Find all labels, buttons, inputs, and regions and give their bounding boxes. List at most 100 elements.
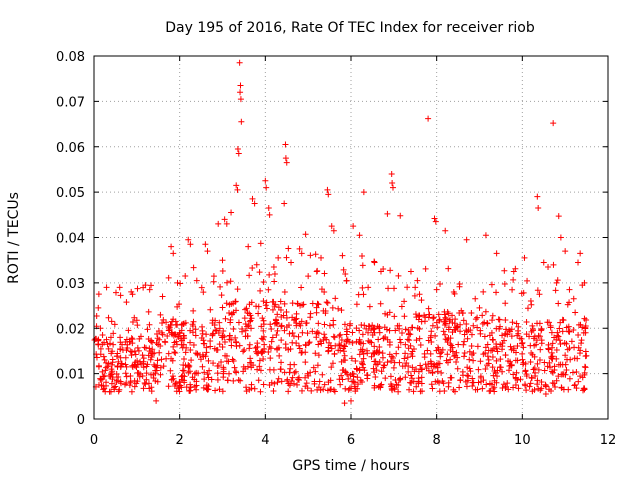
data-point [147, 356, 154, 363]
data-point [187, 381, 194, 388]
data-point [296, 245, 303, 252]
data-point [464, 372, 471, 379]
data-point [468, 309, 475, 316]
data-point [103, 284, 110, 291]
data-point [172, 350, 179, 356]
data-point [313, 268, 320, 275]
data-point [255, 377, 262, 384]
data-point [189, 329, 196, 336]
data-point [285, 380, 292, 387]
data-point [422, 265, 429, 272]
data-point [277, 366, 284, 373]
data-point [306, 339, 313, 346]
data-point [129, 318, 136, 325]
data-point [553, 347, 560, 354]
data-point [335, 305, 342, 312]
data-point [298, 387, 305, 394]
data-point [401, 298, 408, 305]
data-point [128, 388, 135, 395]
data-point [546, 319, 553, 326]
data-point [266, 382, 273, 389]
data-point [520, 359, 527, 366]
data-point [504, 331, 511, 338]
data-point [195, 370, 202, 377]
data-point [330, 317, 337, 324]
data-point [442, 314, 449, 321]
data-point [557, 234, 564, 241]
data-point [168, 376, 175, 383]
data-point [332, 295, 339, 302]
data-point [321, 381, 328, 388]
data-point [393, 350, 400, 357]
data-point [560, 371, 567, 378]
data-point [140, 284, 147, 291]
data-point [470, 322, 477, 329]
data-point [455, 341, 462, 348]
data-point [361, 322, 368, 329]
data-point [192, 332, 199, 339]
data-point [355, 291, 362, 298]
data-point [350, 370, 357, 377]
data-point [254, 366, 261, 373]
data-point [318, 286, 325, 293]
data-point [389, 180, 396, 187]
data-point [259, 348, 266, 355]
data-point [392, 327, 399, 334]
data-point [143, 370, 150, 377]
data-point [518, 340, 525, 347]
data-point [413, 366, 420, 373]
data-point [384, 359, 391, 366]
data-point [128, 288, 135, 295]
data-point [128, 335, 135, 342]
data-point [116, 284, 123, 291]
data-point [515, 385, 522, 392]
data-point [274, 311, 281, 318]
data-point [456, 283, 463, 290]
data-point [531, 386, 538, 393]
data-point [409, 364, 416, 371]
data-point [391, 285, 398, 292]
data-point [356, 351, 363, 358]
data-point [468, 331, 475, 338]
data-point [172, 318, 179, 325]
data-point [304, 385, 311, 392]
data-point [193, 277, 200, 284]
data-point [193, 386, 200, 393]
data-point [205, 374, 212, 381]
data-point [165, 350, 172, 357]
data-point [219, 257, 226, 264]
data-point [388, 170, 395, 177]
data-point [429, 322, 436, 329]
data-point [502, 316, 509, 323]
data-point [428, 338, 435, 345]
data-point [413, 314, 420, 321]
data-point [213, 347, 220, 354]
data-point [377, 300, 384, 307]
data-point [155, 328, 162, 335]
data-point [199, 363, 206, 370]
data-point [171, 383, 178, 390]
data-point [407, 268, 414, 275]
data-point [180, 332, 187, 339]
data-point [246, 345, 253, 352]
data-point [331, 334, 338, 341]
data-point [164, 333, 171, 340]
data-point [174, 279, 181, 286]
data-point [274, 345, 281, 352]
data-point [482, 366, 489, 373]
data-point [534, 193, 541, 200]
data-point [179, 367, 186, 374]
data-point [533, 337, 540, 344]
data-point [433, 286, 440, 293]
data-point [577, 347, 584, 354]
data-point [370, 365, 377, 372]
data-point [205, 357, 212, 364]
data-point [533, 341, 540, 348]
y-tick-label: 0.06 [56, 141, 85, 156]
data-point [315, 301, 322, 308]
data-point [530, 325, 537, 332]
data-point [387, 381, 394, 388]
data-point [365, 329, 372, 336]
data-point [521, 381, 528, 388]
data-point [163, 319, 170, 326]
